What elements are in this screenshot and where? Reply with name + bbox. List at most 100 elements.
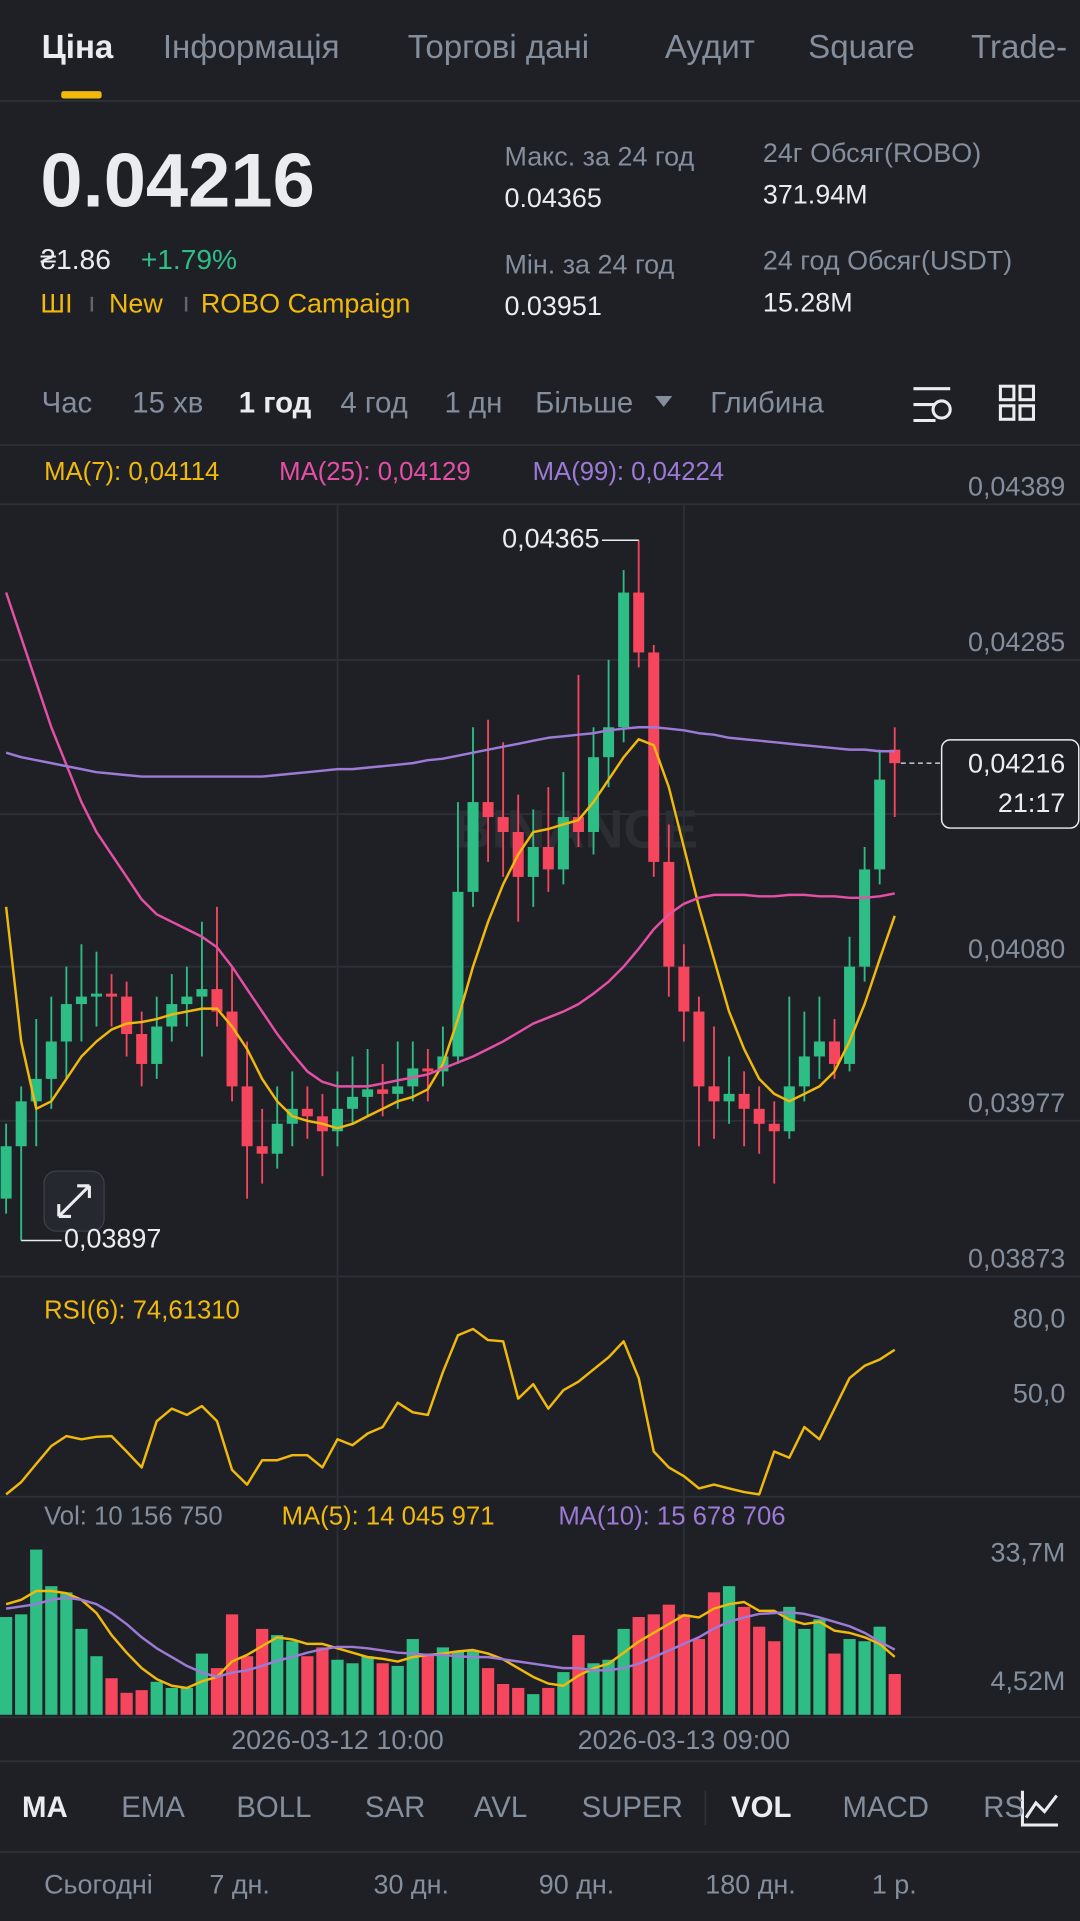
interval[interactable]: 1 год	[239, 386, 312, 419]
tab[interactable]: Ціна	[42, 29, 114, 66]
volume-bar	[647, 1614, 660, 1715]
divider	[184, 296, 188, 312]
tag[interactable]: ROBO Campaign	[201, 289, 410, 319]
candle-body	[482, 802, 494, 818]
stat-value: 371.94M	[763, 180, 868, 210]
volume-bar	[165, 1687, 178, 1715]
volume-bar	[105, 1678, 118, 1715]
tab[interactable]: Торгові дані	[408, 29, 589, 66]
candle-body	[226, 1011, 238, 1087]
interval[interactable]: Більше	[535, 386, 633, 419]
range[interactable]: 1 р.	[872, 1869, 917, 1899]
volume-bar	[451, 1650, 465, 1715]
volume-bar	[180, 1687, 193, 1715]
candle-body	[618, 592, 630, 728]
labels: Ціна Інформація Торгові дані Аудит Square Tra…	[22, 29, 1080, 1899]
indicator[interactable]: AVL	[474, 1791, 527, 1824]
last-price: 0.04216	[40, 139, 314, 224]
volume-bar	[632, 1616, 645, 1715]
indicator[interactable]: MACD	[842, 1791, 929, 1824]
volume-bar	[286, 1641, 299, 1715]
price-box[interactable]	[940, 739, 1080, 829]
volume-bar	[722, 1586, 736, 1715]
dropdown-arrow[interactable]	[655, 396, 673, 408]
indicator-icon[interactable]	[1020, 1790, 1058, 1827]
volume-bar	[240, 1656, 254, 1715]
volume-bar	[256, 1628, 269, 1715]
marks	[0, 539, 942, 1715]
interval[interactable]: 1 дн	[444, 386, 502, 419]
interval[interactable]: Час	[42, 386, 93, 419]
indicator-line	[4, 738, 896, 1130]
candle-body	[121, 996, 133, 1035]
candle-body	[527, 846, 539, 877]
candle-body	[106, 993, 118, 997]
price-box-value: 0,04216	[968, 749, 1065, 779]
expand-button[interactable]	[43, 1170, 105, 1232]
candle-body	[753, 1108, 765, 1124]
volume-bar	[120, 1692, 133, 1715]
interval[interactable]: 4 год	[340, 386, 407, 419]
stat-label: 24 год Обсяг(USDT)	[763, 246, 1012, 276]
volume-bar	[768, 1641, 781, 1715]
candle-body	[588, 757, 600, 833]
candle-body	[738, 1093, 750, 1109]
volume-bar	[497, 1683, 510, 1715]
interval[interactable]: 15 хв	[132, 386, 203, 419]
indicator[interactable]: BOLL	[236, 1791, 311, 1824]
tag[interactable]: ШІ	[40, 289, 72, 319]
volume-bar	[391, 1665, 404, 1715]
range[interactable]: 180 дн.	[705, 1869, 795, 1899]
candle-body	[196, 989, 208, 997]
tab[interactable]: Інформація	[163, 29, 340, 66]
volume-bar	[346, 1663, 359, 1715]
tag[interactable]: New	[109, 289, 163, 319]
indicator[interactable]: VOL	[731, 1791, 791, 1824]
legend-entry: MA(99): 0,04224	[533, 458, 724, 486]
range[interactable]: 30 дн.	[373, 1869, 448, 1899]
volume-bar	[481, 1668, 495, 1715]
separators	[0, 99, 1080, 1853]
volume-bar	[60, 1592, 73, 1715]
volume-bar	[738, 1606, 751, 1715]
y-tick-label: 0,03977	[968, 1088, 1065, 1118]
y-tick-label: 0,03873	[968, 1244, 1065, 1274]
legend-entry: Vol: 10 156 750	[44, 1502, 223, 1530]
range[interactable]: Сьогодні	[44, 1869, 153, 1899]
range[interactable]: 7 дн.	[209, 1869, 270, 1899]
volume-bar	[813, 1619, 826, 1715]
tab[interactable]: Аудит	[665, 29, 755, 66]
candle-body	[603, 727, 615, 758]
indicator[interactable]: EMA	[121, 1791, 185, 1824]
volume-bar	[75, 1628, 88, 1715]
candle-body	[75, 996, 87, 1005]
indicator[interactable]: SAR	[365, 1791, 425, 1824]
candle-body	[30, 1078, 42, 1102]
indicator[interactable]: MA	[22, 1791, 68, 1824]
volume-bar	[873, 1626, 886, 1715]
tab[interactable]: Square	[808, 29, 915, 66]
stat-value: 15.28M	[763, 287, 853, 317]
y-tick-label: 0,04389	[968, 471, 1065, 501]
divider	[90, 296, 94, 312]
candle-body	[136, 1034, 148, 1064]
chart-settings-icon[interactable]	[913, 387, 952, 423]
indicator[interactable]: RS	[983, 1791, 1024, 1824]
indicator[interactable]: SUPER	[582, 1791, 683, 1824]
candle-body	[347, 1096, 359, 1109]
candle-body	[151, 1026, 163, 1064]
candle-body	[889, 749, 901, 764]
volume-bar	[858, 1641, 871, 1715]
candle-body	[15, 1101, 27, 1147]
tab[interactable]: Trade-	[971, 29, 1067, 66]
legend-entry: MA(25): 0,04129	[279, 458, 470, 486]
candle-body	[768, 1123, 780, 1132]
layout-icon[interactable]	[998, 384, 1035, 421]
candle-body	[648, 652, 660, 862]
volume-bar	[753, 1626, 766, 1715]
price-change: +1.79%	[141, 244, 237, 275]
interval[interactable]: Глибина	[710, 386, 824, 419]
range[interactable]: 90 дн.	[539, 1869, 614, 1899]
